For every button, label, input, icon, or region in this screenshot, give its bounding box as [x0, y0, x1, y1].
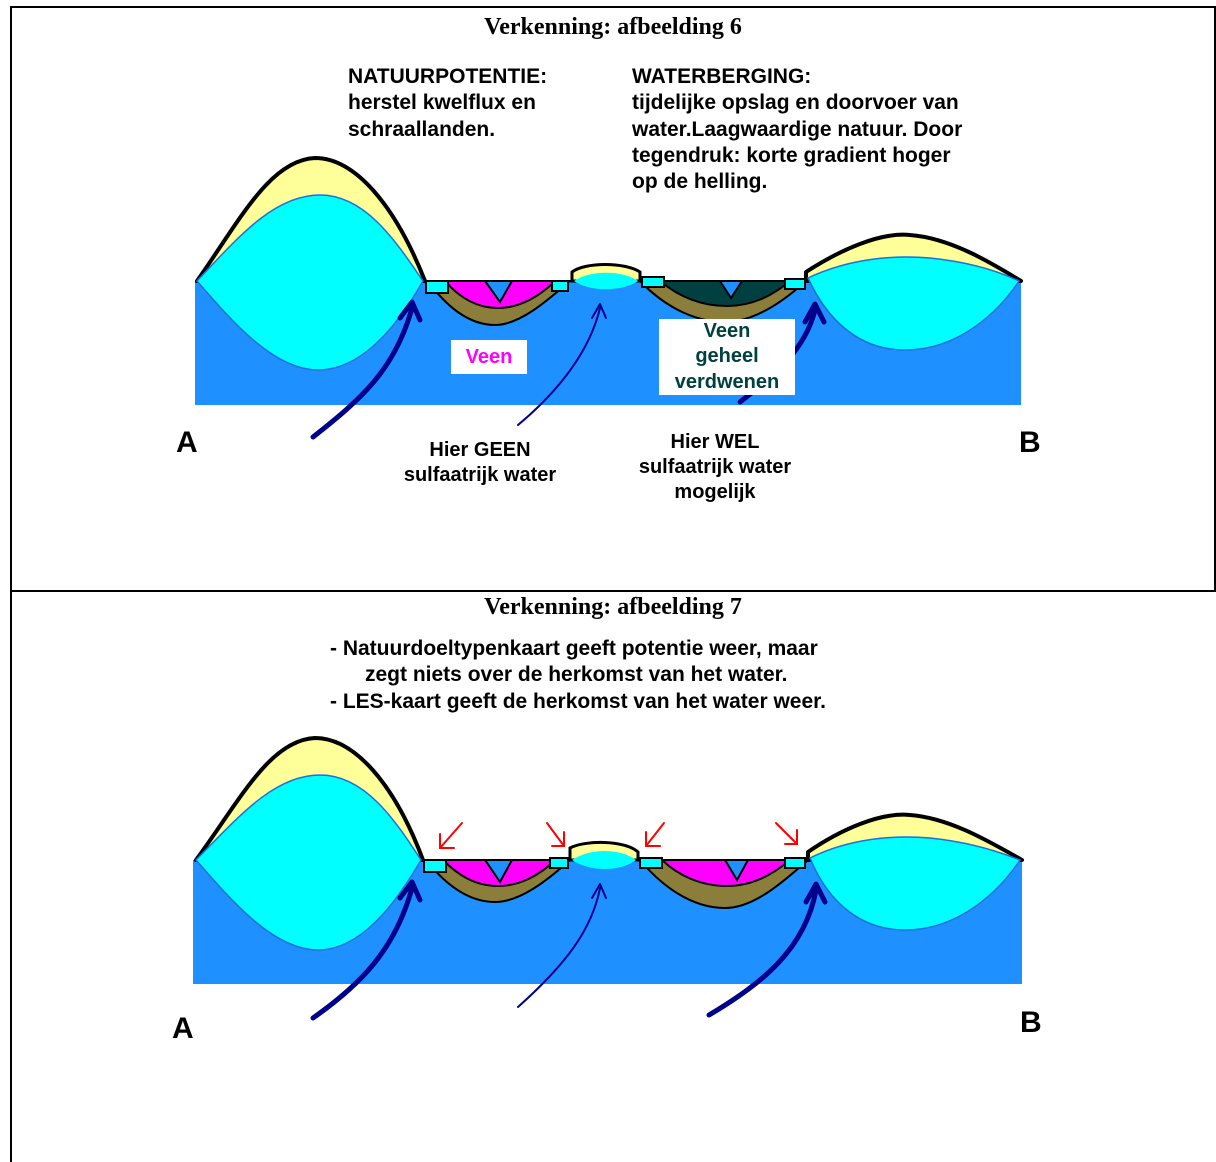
seepage-arrow-left-head-2 — [397, 879, 423, 903]
right-valley-ditch-a-2 — [639, 857, 663, 869]
red-arrow-2 — [546, 822, 565, 847]
seepage-arrow-mid-head — [591, 303, 607, 319]
left-valley-ditch-b — [551, 280, 569, 292]
geen-sulfaat-text: Hier GEEN sulfaatrijk water — [403, 439, 557, 486]
label-a-panel-6: A — [176, 426, 198, 459]
natuurpotentie-text: NATUURPOTENTIE: herstel kwelflux en schr… — [348, 65, 548, 141]
veen-gone-label: Veen geheel verdwenen — [659, 319, 795, 396]
panel-6-cross-section — [195, 156, 1023, 440]
veen-label-left: Veen — [451, 340, 527, 374]
red-arrow-4 — [775, 822, 798, 845]
right-hill-seepage-lens — [807, 256, 1021, 351]
right-hill-seepage-lens-2 — [809, 836, 1022, 931]
label-b-panel-7: B — [1020, 1006, 1042, 1039]
central-seepage — [574, 272, 638, 290]
panel-7-cross-section — [193, 736, 1024, 1021]
left-hill-seepage-lens-2 — [194, 774, 422, 951]
left-hill-seepage-lens — [195, 194, 424, 371]
right-valley-ditch-b — [784, 278, 806, 290]
seepage-arrow-mid — [517, 307, 601, 426]
left-valley-ditch-a — [425, 280, 449, 294]
seepage-arrow-left-head — [397, 299, 423, 323]
seepage-arrow-left-2 — [310, 885, 415, 1021]
left-valley-ditch-b-2 — [549, 857, 569, 869]
label-b-panel-6: B — [1019, 426, 1041, 459]
seepage-arrow-right-2 — [706, 887, 819, 1018]
right-valley-ditch-a — [641, 276, 665, 288]
red-arrow-3 — [645, 822, 665, 847]
seepage-arrow-mid-head-2 — [591, 883, 607, 899]
right-valley-ditch — [718, 280, 744, 300]
waterberging-text: WATERBERGING: tijdelijke opslag en doorv… — [632, 65, 963, 193]
panel-divider — [10, 590, 1216, 592]
seepage-arrow-right-head-2 — [803, 881, 828, 905]
label-a-panel-7: A — [172, 1012, 194, 1045]
red-arrow-1 — [439, 822, 463, 849]
right-valley-ditch-2 — [723, 859, 750, 883]
left-valley-ditch-2 — [483, 859, 514, 884]
document-frame — [10, 6, 1216, 1162]
central-seepage-2 — [572, 851, 636, 869]
left-valley-ditch-a-2 — [423, 859, 447, 873]
panel-6-title: Verkenning: afbeelding 6 — [484, 14, 742, 40]
panel-7-title: Verkenning: afbeelding 7 — [484, 594, 742, 620]
right-valley-ditch-b-2 — [784, 857, 806, 869]
seepage-arrow-right-head — [802, 301, 827, 325]
seepage-arrow-mid-2 — [517, 887, 601, 1008]
seepage-arrow-left — [310, 305, 415, 440]
notes-text: - Natuurdoeltypenkaart geeft potentie we… — [330, 637, 827, 713]
left-valley-ditch — [483, 280, 514, 304]
right-valley-peat-gone — [657, 280, 793, 308]
right-valley-peat-2 — [659, 859, 793, 888]
wel-sulfaat-text: Hier WEL sulfaatrijk water mogelijk — [638, 431, 792, 503]
frame-right-border — [1214, 6, 1216, 592]
